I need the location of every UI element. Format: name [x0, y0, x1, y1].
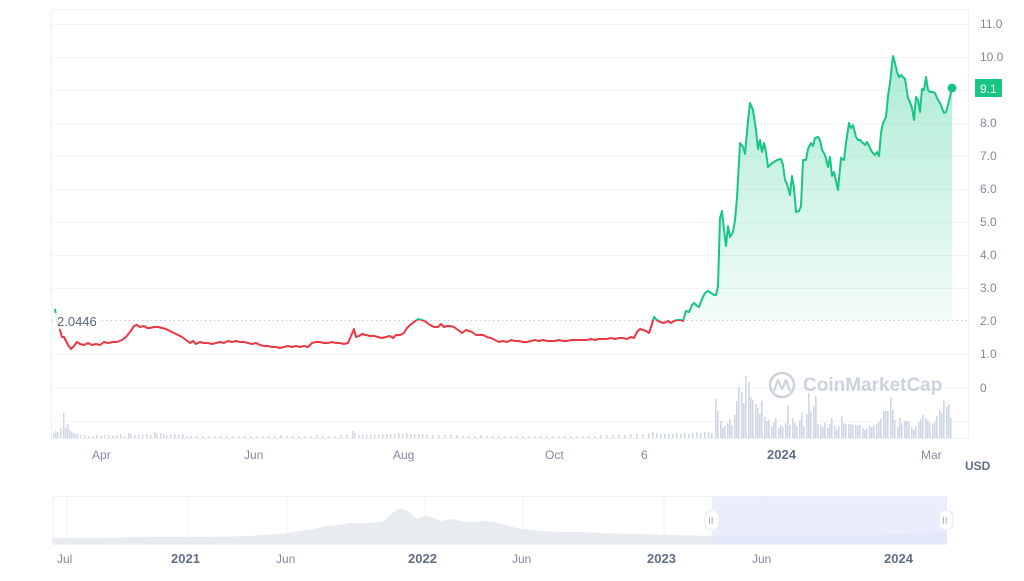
- svg-text:Jun: Jun: [276, 552, 295, 566]
- svg-text:Oct: Oct: [545, 448, 564, 462]
- y-axis: 11.0 10.0 9.1 8.0 7.0 6.0 5.0 4.0 3.0 2.…: [975, 17, 1004, 395]
- svg-text:4.0: 4.0: [980, 248, 997, 262]
- svg-text:10.0: 10.0: [980, 50, 1004, 64]
- svg-text:1.0: 1.0: [980, 347, 997, 361]
- svg-text:Jun: Jun: [512, 552, 531, 566]
- svg-text:11.0: 11.0: [980, 17, 1003, 31]
- svg-text:8.0: 8.0: [980, 116, 997, 130]
- svg-text:Mar: Mar: [921, 448, 942, 462]
- watermark-text: CoinMarketCap: [803, 375, 942, 396]
- svg-text:2024: 2024: [767, 447, 797, 462]
- price-area-below-baseline: [55, 320, 952, 349]
- svg-text:0: 0: [980, 381, 987, 395]
- svg-text:9.1: 9.1: [980, 82, 997, 96]
- range-navigator[interactable]: II II: [52, 496, 954, 545]
- svg-text:2.0: 2.0: [980, 314, 997, 328]
- svg-text:2023: 2023: [647, 551, 676, 566]
- svg-text:Jul: Jul: [57, 552, 72, 566]
- coinmarketcap-watermark: CoinMarketCap: [768, 371, 942, 399]
- price-line-above: [54, 55, 953, 320]
- grip-icon: II: [942, 516, 948, 527]
- current-price-marker[interactable]: [947, 83, 957, 93]
- grip-icon: II: [708, 516, 714, 527]
- svg-text:2024: 2024: [884, 551, 914, 566]
- svg-text:2.0446: 2.0446: [57, 314, 97, 329]
- price-area-above-baseline: [55, 56, 952, 320]
- svg-text:7.0: 7.0: [980, 149, 997, 163]
- svg-text:Jun: Jun: [752, 552, 771, 566]
- navigator-right-handle[interactable]: II: [938, 509, 954, 531]
- x-axis: Apr Jun Aug Oct 6 2024 Mar: [92, 447, 942, 462]
- price-line-below: [55, 320, 685, 350]
- plot-frame: [51, 9, 969, 439]
- navigator-area: [52, 509, 947, 544]
- svg-text:2022: 2022: [408, 551, 437, 566]
- volume-bars: [53, 376, 952, 438]
- navigator-x-axis: Jul 2021 Jun 2022 Jun 2023 Jun 2024: [57, 551, 914, 566]
- baseline-label: 2.0446: [53, 313, 99, 329]
- svg-text:5.0: 5.0: [980, 215, 997, 229]
- currency-unit-label: USD: [965, 459, 991, 473]
- navigator-selection[interactable]: [712, 497, 947, 544]
- svg-text:6: 6: [641, 448, 648, 462]
- svg-text:Apr: Apr: [92, 448, 111, 462]
- svg-text:Jun: Jun: [244, 448, 263, 462]
- svg-text:2021: 2021: [171, 551, 200, 566]
- svg-text:6.0: 6.0: [980, 182, 997, 196]
- navigator-left-handle[interactable]: II: [704, 509, 720, 531]
- svg-text:Aug: Aug: [393, 448, 414, 462]
- svg-text:3.0: 3.0: [980, 281, 997, 295]
- current-price-badge: [975, 79, 1002, 97]
